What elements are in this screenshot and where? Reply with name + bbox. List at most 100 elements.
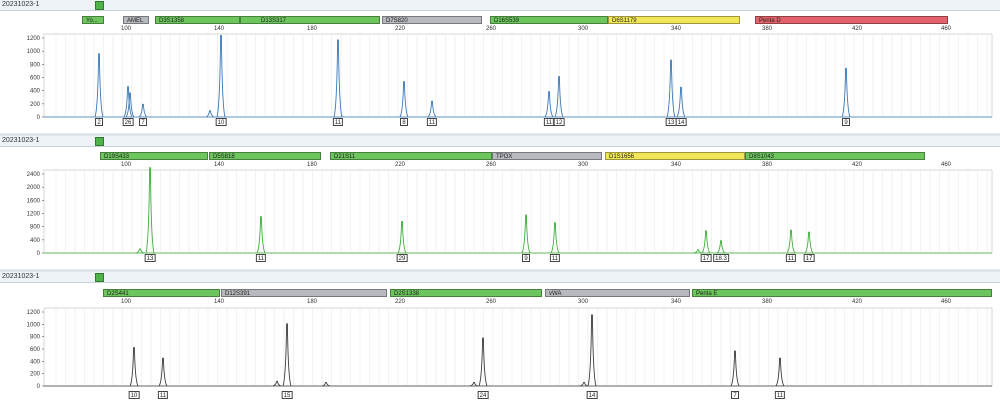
allele-label[interactable]: 11 — [785, 254, 797, 262]
peak[interactable] — [469, 381, 479, 387]
marker-bin[interactable]: D3S1358 — [155, 16, 240, 24]
peak[interactable] — [399, 81, 409, 118]
marker-bin[interactable]: D2S1338 — [390, 289, 542, 297]
peak[interactable] — [397, 220, 407, 254]
panel-3: 20231023-1 D2S441 D12S391 D2S1338 vWA Pe… — [0, 272, 1000, 407]
marker-bin[interactable]: D19S433 — [100, 152, 208, 160]
peak[interactable] — [135, 248, 145, 254]
peak[interactable] — [666, 59, 676, 118]
peak[interactable] — [129, 347, 139, 387]
bp-tick: 180 — [306, 162, 318, 168]
allele-label[interactable]: 11 — [157, 391, 169, 399]
marker-bin[interactable]: Penta D — [755, 16, 948, 24]
peak[interactable] — [730, 350, 740, 387]
allele-label[interactable]: 17 — [700, 254, 712, 262]
peak[interactable] — [216, 35, 226, 118]
peak[interactable] — [158, 357, 168, 387]
allele-label[interactable]: 10 — [215, 118, 227, 126]
marker-bin[interactable]: D5S818 — [209, 152, 321, 160]
marker-bin[interactable]: Penta E — [692, 289, 992, 297]
peak[interactable] — [554, 76, 564, 118]
peak[interactable] — [272, 380, 282, 387]
peak[interactable] — [521, 214, 531, 254]
allele-label[interactable]: 9 — [522, 254, 530, 262]
peak[interactable] — [125, 92, 135, 118]
allele-label[interactable]: 14 — [675, 118, 687, 126]
marker-bin[interactable]: D12S391 — [221, 289, 387, 297]
y-tick-label: 0 — [37, 384, 41, 390]
allele-label[interactable]: 29 — [396, 254, 408, 262]
allele-label[interactable]: 13 — [144, 254, 156, 262]
marker-bin[interactable]: vWA — [545, 289, 690, 297]
peak[interactable] — [256, 216, 266, 254]
bp-tick: 340 — [670, 26, 682, 32]
marker-bin[interactable]: D16S539 — [490, 16, 608, 24]
peak[interactable] — [701, 230, 711, 254]
allele-label[interactable]: 14 — [586, 391, 598, 399]
bp-tick: 180 — [306, 26, 318, 32]
marker-bin[interactable]: D6S1179 — [608, 16, 740, 24]
y-tick-label: 1200 — [27, 310, 41, 316]
peak[interactable] — [579, 381, 589, 387]
allele-label[interactable]: 7 — [731, 391, 739, 399]
peak[interactable] — [841, 67, 851, 118]
bp-tick: 420 — [851, 299, 863, 305]
allele-label[interactable]: 17 — [803, 254, 815, 262]
peak[interactable] — [333, 39, 343, 118]
marker-bin[interactable]: Yo... — [82, 16, 104, 24]
peak[interactable] — [427, 100, 437, 118]
bp-tick: 460 — [940, 162, 952, 168]
peak[interactable] — [123, 86, 133, 118]
marker-bin[interactable]: D1S1656 — [605, 152, 745, 160]
bp-tick: 460 — [940, 26, 952, 32]
allele-label[interactable]: 11 — [332, 118, 344, 126]
marker-bin[interactable]: D2S441 — [103, 289, 220, 297]
marker-bin[interactable]: D7S820 — [382, 16, 482, 24]
allele-label[interactable]: 11 — [255, 254, 267, 262]
peak[interactable] — [282, 323, 292, 387]
peak[interactable] — [478, 337, 488, 387]
marker-bin[interactable]: D13S317 — [240, 16, 380, 24]
allele-label[interactable]: 2 — [95, 118, 103, 126]
peak[interactable] — [94, 53, 104, 118]
marker-bin[interactable]: D21S11 — [330, 152, 492, 160]
allele-label[interactable]: 24 — [477, 391, 489, 399]
peak[interactable] — [716, 240, 726, 254]
peak[interactable] — [676, 86, 686, 118]
peak[interactable] — [205, 110, 215, 118]
bp-tick: 100 — [120, 299, 132, 305]
marker-bin[interactable]: D8S1043 — [745, 152, 925, 160]
peak[interactable] — [786, 229, 796, 254]
sample-checkbox[interactable] — [95, 137, 104, 146]
peak[interactable] — [550, 222, 560, 254]
peak[interactable] — [775, 357, 785, 387]
plot-frame — [43, 307, 993, 387]
allele-label[interactable]: 11 — [774, 391, 786, 399]
allele-label[interactable]: 15 — [281, 391, 293, 399]
allele-label[interactable]: 7 — [139, 118, 147, 126]
allele-label[interactable]: 12 — [553, 118, 565, 126]
allele-label[interactable]: 18.3 — [713, 254, 729, 262]
allele-label[interactable]: 9 — [842, 118, 850, 126]
allele-label[interactable]: 8 — [400, 118, 408, 126]
allele-label[interactable]: 11 — [426, 118, 438, 126]
allele-label[interactable]: 11 — [543, 118, 555, 126]
bp-tick: 300 — [577, 26, 589, 32]
allele-label[interactable]: 11 — [549, 254, 561, 262]
marker-bin[interactable]: AMEL — [123, 16, 149, 24]
peak[interactable] — [804, 231, 814, 254]
peak[interactable] — [544, 91, 554, 118]
allele-label[interactable]: 26 — [122, 118, 134, 126]
peak[interactable] — [587, 314, 597, 387]
marker-bin[interactable]: TPOX — [492, 152, 602, 160]
bp-tick: 140 — [213, 162, 225, 168]
allele-label[interactable]: 10 — [128, 391, 140, 399]
y-tick-label: 400 — [30, 359, 41, 365]
peak[interactable] — [693, 249, 703, 254]
sample-checkbox[interactable] — [95, 273, 104, 282]
peak[interactable] — [145, 167, 155, 254]
peak[interactable] — [321, 381, 331, 387]
sample-checkbox[interactable] — [95, 1, 104, 10]
y-tick-label: 2400 — [27, 172, 41, 178]
peak[interactable] — [138, 103, 148, 118]
